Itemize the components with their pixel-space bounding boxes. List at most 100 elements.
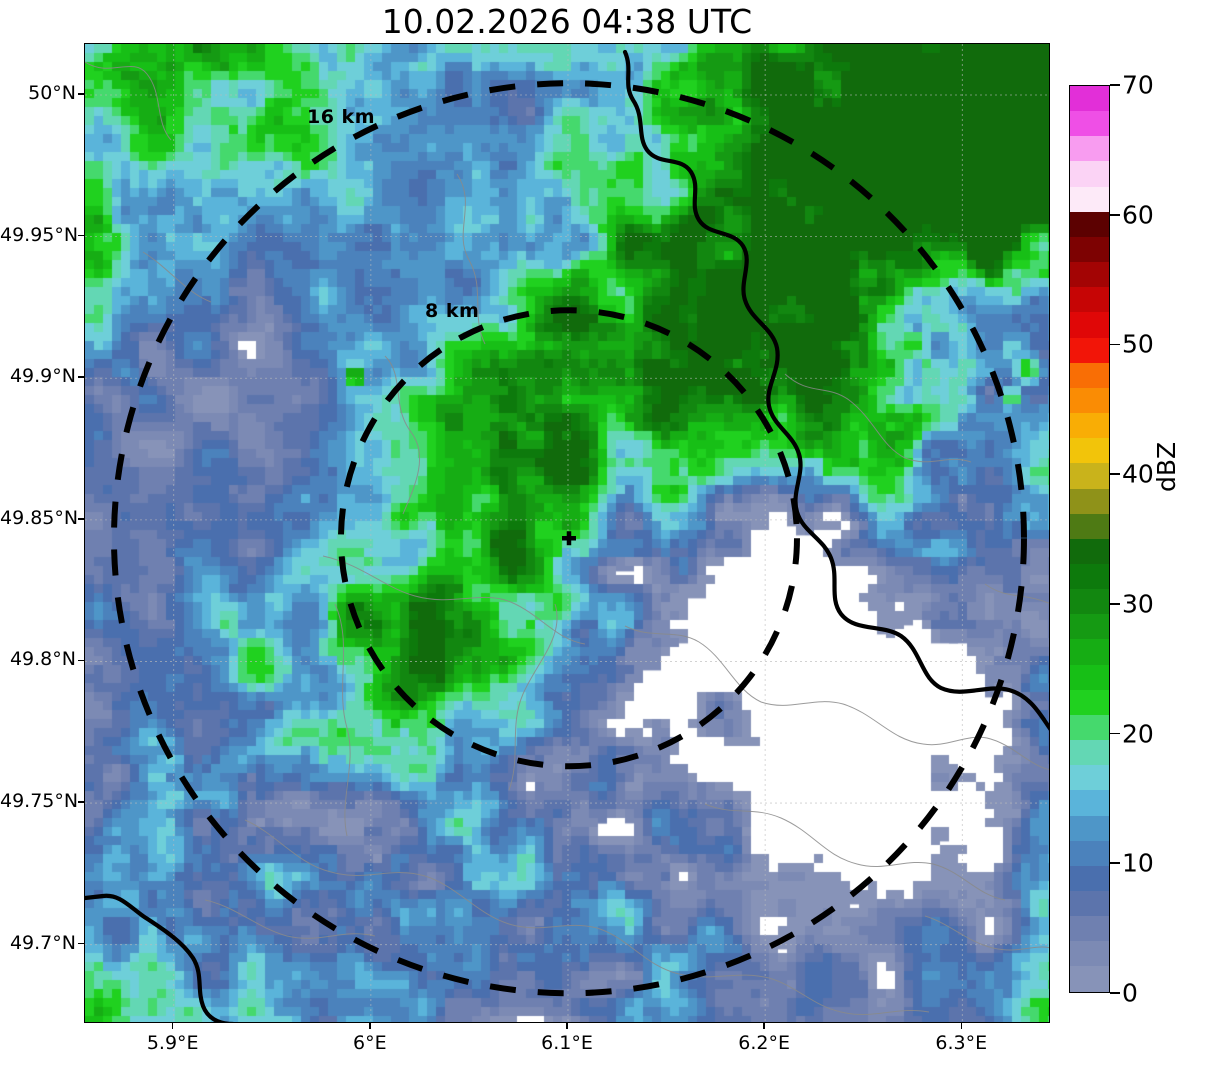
minor-boundary-4 (334, 603, 351, 837)
colorbar-band-33 (1070, 136, 1109, 162)
x-tick-label-1: 6°E (353, 1032, 387, 1054)
y-tick-label-6: 49.7°N (9, 931, 76, 954)
colorbar-axis-label: dBZ (1152, 441, 1181, 492)
minor-boundary-15 (204, 899, 376, 939)
y-tick-mark-5 (78, 801, 84, 803)
colorbar-tick-label-6: 60 (1122, 200, 1154, 230)
colorbar-band-19 (1070, 488, 1109, 514)
x-tick-mark-1 (369, 1023, 371, 1029)
range-ring-label-8km: 8 km (425, 300, 480, 322)
y-tick-mark-3 (78, 518, 84, 520)
colorbar-tick-mark-6 (1110, 213, 1120, 216)
minor-boundary-1 (456, 173, 486, 345)
radar-site-plus-marker (561, 531, 576, 546)
colorbar-tick-label-2: 20 (1122, 719, 1154, 749)
range-ring-label-16km: 16 km (307, 106, 375, 128)
colorbar-tick-label-1: 10 (1122, 848, 1154, 878)
minor-boundary-18 (142, 251, 212, 303)
colorbar-tick-label-0: 0 (1122, 978, 1138, 1008)
map-gridlines (85, 44, 1049, 1022)
colorbar-band-12 (1070, 664, 1109, 690)
colorbar-tick-label-5: 50 (1122, 329, 1154, 359)
minor-boundary-2 (384, 355, 420, 515)
colorbar-band-31 (1070, 186, 1109, 212)
colorbar-band-14 (1070, 614, 1109, 640)
colorbar-band-35 (1070, 86, 1109, 112)
colorbar-band-16 (1070, 563, 1109, 590)
colorbar-band-2 (1070, 916, 1109, 942)
colorbar-tick-mark-4 (1110, 473, 1120, 475)
x-tick-mark-3 (763, 1023, 765, 1029)
colorbar-band-17 (1070, 538, 1109, 564)
minor-boundary-3 (322, 555, 586, 645)
colorbar-band-6 (1070, 815, 1109, 841)
radar-map-plot[interactable]: 16 km 8 km (84, 43, 1050, 1023)
x-tick-label-3: 6.2°E (738, 1032, 790, 1054)
minor-boundary-10 (856, 861, 1006, 901)
colorbar-tick-label-3: 30 (1122, 589, 1154, 619)
range-rings (110, 80, 1027, 997)
colorbar-band-15 (1070, 589, 1109, 615)
minor-boundary-7 (760, 701, 924, 745)
range-ring-16km (110, 80, 1027, 997)
colorbar (1069, 85, 1110, 993)
colorbar-band-34 (1070, 111, 1109, 137)
colorbar-band-7 (1070, 790, 1109, 816)
x-tick-mark-4 (960, 1023, 963, 1029)
y-tick-label-4: 49.8°N (9, 648, 76, 671)
minor-boundary-11 (244, 819, 426, 877)
colorbar-band-11 (1070, 689, 1109, 715)
minor-boundary-lines (85, 61, 1049, 1015)
y-tick-mark-0 (78, 93, 84, 95)
colorbar-tick-label-4: 40 (1122, 459, 1154, 489)
x-tick-label-4: 6.3°E (935, 1032, 988, 1054)
x-tick-label-0: 5.9°E (146, 1032, 199, 1054)
border-segment-north (622, 49, 1049, 731)
border-segment-southwest (85, 893, 234, 1022)
colorbar-band-20 (1070, 463, 1109, 489)
y-tick-mark-1 (78, 234, 84, 237)
map-overlay-layer (85, 44, 1049, 1022)
minor-boundary-5 (508, 603, 558, 791)
colorbar-tick-mark-7 (1110, 84, 1120, 86)
page-title: 10.02.2026 04:38 UTC (381, 2, 753, 41)
colorbar-band-13 (1070, 639, 1109, 665)
colorbar-tick-mark-3 (1110, 603, 1120, 605)
minor-boundary-12 (424, 875, 598, 929)
colorbar-band-22 (1070, 413, 1109, 439)
colorbar-band-27 (1070, 287, 1109, 313)
y-tick-label-0: 50°N (28, 81, 76, 104)
colorbar-band-5 (1070, 840, 1109, 866)
y-tick-mark-4 (78, 659, 84, 662)
minor-boundary-8 (922, 736, 1049, 770)
x-tick-mark-2 (566, 1023, 568, 1029)
x-tick-label-2: 6.1°E (541, 1032, 593, 1054)
y-tick-label-5: 49.75°N (0, 790, 79, 813)
colorbar-band-3 (1070, 891, 1109, 917)
colorbar-band-23 (1070, 387, 1109, 414)
range-ring-8km (337, 307, 800, 770)
colorbar-band-28 (1070, 262, 1109, 288)
y-tick-mark-6 (78, 942, 84, 945)
minor-boundary-19 (984, 583, 1049, 604)
minor-boundary-0 (85, 61, 172, 141)
minor-boundary-16 (784, 373, 906, 459)
colorbar-band-1 (1070, 941, 1109, 967)
colorbar-band-25 (1070, 337, 1109, 363)
minor-boundary-20 (924, 915, 1049, 951)
x-tick-mark-0 (171, 1023, 174, 1029)
colorbar-tick-mark-2 (1110, 732, 1120, 735)
colorbar-band-24 (1070, 362, 1109, 388)
colorbar-band-30 (1070, 211, 1109, 237)
minor-boundary-14 (768, 977, 930, 1015)
colorbar-band-21 (1070, 438, 1109, 464)
colorbar-band-0 (1070, 966, 1109, 992)
colorbar-tick-label-7: 70 (1122, 70, 1154, 100)
colorbar-band-26 (1070, 312, 1109, 338)
minor-boundary-9 (704, 803, 858, 865)
colorbar-band-18 (1070, 513, 1109, 539)
colorbar-band-4 (1070, 865, 1109, 891)
y-tick-label-3: 49.85°N (0, 506, 79, 529)
national-border (85, 49, 1049, 1022)
colorbar-tick-mark-1 (1110, 862, 1120, 865)
